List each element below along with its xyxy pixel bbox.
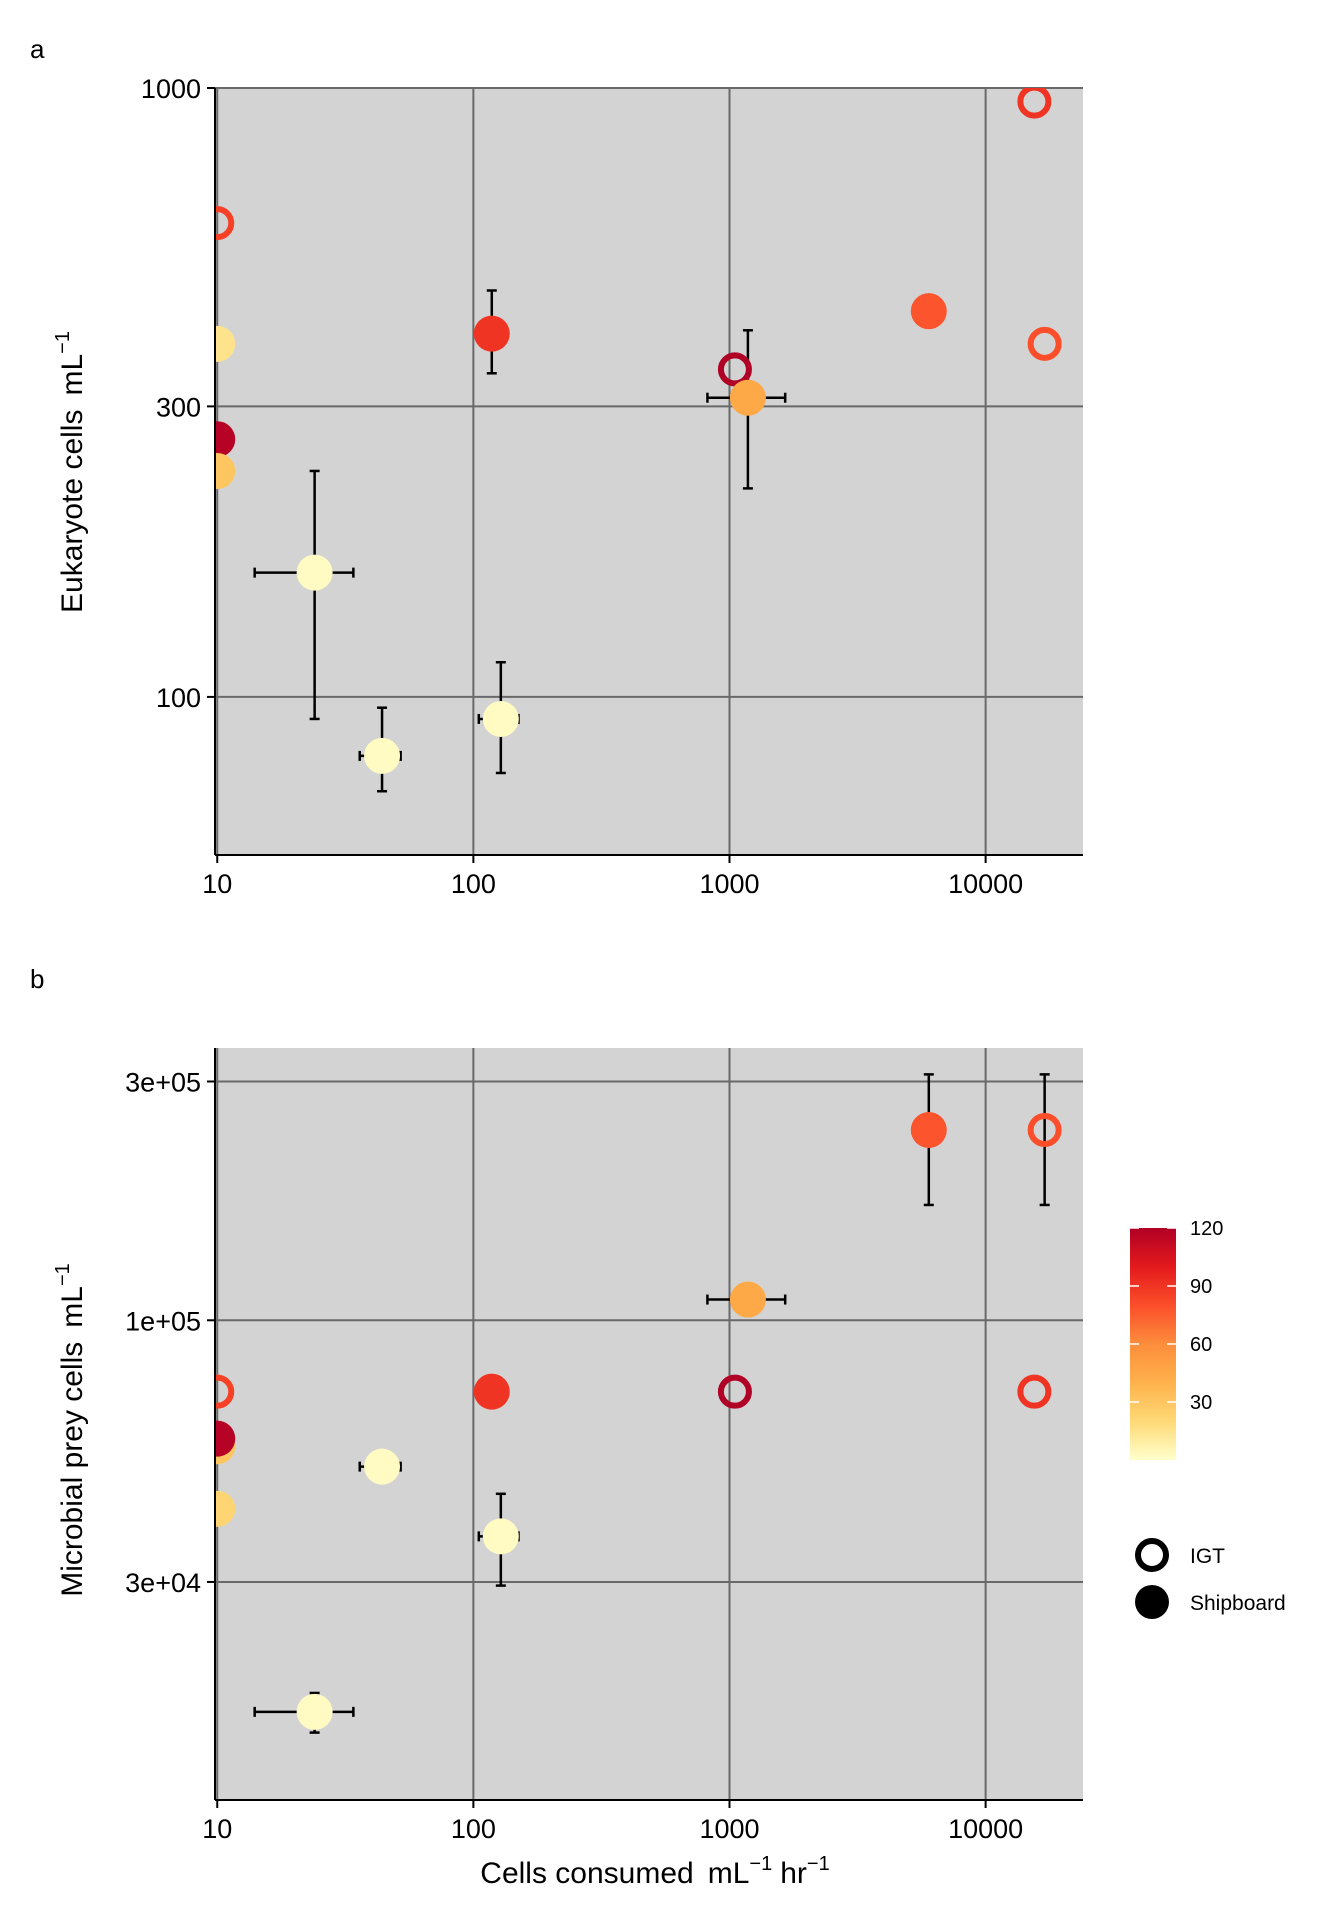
- panel-b-point-shipboard: [215, 1420, 236, 1457]
- legend-igt-label: IGT: [1190, 1545, 1225, 1568]
- panel-a-background: [215, 88, 1083, 855]
- legend: 120 90 60 30 IGT Shipboard: [1130, 1218, 1286, 1619]
- panel-b-x-tick-label: 10000: [948, 1814, 1023, 1844]
- panel-label-b: b: [30, 964, 44, 994]
- panel-a-point-shipboard: [473, 315, 510, 352]
- panel-a-gridlines: [215, 87, 1083, 855]
- panel-b-point-shipboard: [215, 1490, 236, 1527]
- panel-b-point-shipboard: [729, 1281, 766, 1318]
- panel-b-point-igt: [1027, 1113, 1062, 1148]
- panel-a-point-igt: [1027, 326, 1062, 361]
- panel-a-x-tick-label: 1000: [699, 869, 759, 899]
- panel-b-x-axis-label: Cells consumed mL−1 hr−1: [480, 1853, 829, 1890]
- panel-a-point-shipboard: [215, 325, 236, 362]
- panel-b-point-igt: [717, 1374, 752, 1409]
- panel-b-plot: 3e+04 1e+05 3e+05 10 100 1000 10000 Microbial…: [52, 1048, 1083, 1890]
- panel-a-point-shipboard: [482, 700, 519, 737]
- panel-b-point-shipboard: [482, 1518, 519, 1555]
- panel-b-y-tick-label: 3e+05: [125, 1068, 201, 1098]
- panel-a-point-shipboard: [296, 554, 333, 591]
- panel-a-point-igt: [215, 206, 235, 241]
- panel-a-point-shipboard: [215, 452, 236, 489]
- panel-b-points: [215, 1112, 1062, 1730]
- panel-a-plot: 100 300 1000 10 100 1000 10000 Eukaryote cell…: [52, 74, 1083, 899]
- panel-b-background: [215, 1048, 1083, 1800]
- panel-a-x-tick-label: 100: [451, 869, 496, 899]
- panel-b-x-tick-label: 10: [202, 1814, 232, 1844]
- panel-a-point-shipboard: [910, 293, 947, 330]
- panel-a-point-igt: [1017, 88, 1052, 119]
- panel-a-point-shipboard: [215, 421, 236, 458]
- panel-a-x-ticks: 10 100 1000 10000: [202, 855, 1023, 899]
- panel-b-y-axis-label: Microbial prey cellsmL−1: [52, 1263, 89, 1597]
- panel-a-points: [215, 88, 1062, 774]
- panel-b-y-tick-label: 1e+05: [125, 1306, 201, 1336]
- panel-a-point-shipboard: [364, 737, 401, 774]
- panel-a-y-axis-label: Eukaryote cellsmL−1: [52, 331, 89, 613]
- legend-shipboard-marker: [1135, 1585, 1169, 1619]
- panel-b-x-tick-label: 100: [451, 1814, 496, 1844]
- panel-b-y-tick-label: 3e+04: [125, 1568, 201, 1598]
- panel-b-point-shipboard: [910, 1112, 947, 1149]
- panel-a-y-ticks: 100 300 1000: [141, 74, 215, 713]
- colorbar-ticks: 120 90 60 30: [1130, 1218, 1223, 1414]
- panel-b-point-igt: [215, 1374, 235, 1409]
- panel-b-point-shipboard: [296, 1693, 333, 1730]
- panel-a-x-tick-label: 10: [202, 869, 232, 899]
- panel-b-x-ticks: 10 100 1000 10000: [202, 1800, 1023, 1844]
- panel-b-point-shipboard: [364, 1448, 401, 1485]
- panel-a-point-igt: [717, 352, 752, 387]
- panel-b-y-ticks: 3e+04 1e+05 3e+05: [125, 1068, 215, 1598]
- panel-label-a: a: [30, 34, 45, 64]
- panel-a-point-shipboard: [729, 379, 766, 416]
- panel-a-y-tick-label: 300: [156, 392, 201, 422]
- legend-shipboard-label: Shipboard: [1190, 1592, 1286, 1615]
- colorbar-tick-label: 90: [1190, 1276, 1212, 1298]
- colorbar-tick-label: 30: [1190, 1392, 1212, 1414]
- panel-a-y-tick-label: 100: [156, 683, 201, 713]
- panel-b-point-shipboard: [473, 1373, 510, 1410]
- legend-igt-marker: [1135, 1538, 1169, 1572]
- panel-a-y-tick-label: 1000: [141, 74, 201, 104]
- panel-a-x-tick-label: 10000: [948, 869, 1023, 899]
- colorbar-tick-label: 120: [1190, 1218, 1223, 1240]
- panel-b-x-tick-label: 1000: [699, 1814, 759, 1844]
- panel-b-point-igt: [1017, 1374, 1052, 1409]
- colorbar-tick-label: 60: [1190, 1334, 1212, 1356]
